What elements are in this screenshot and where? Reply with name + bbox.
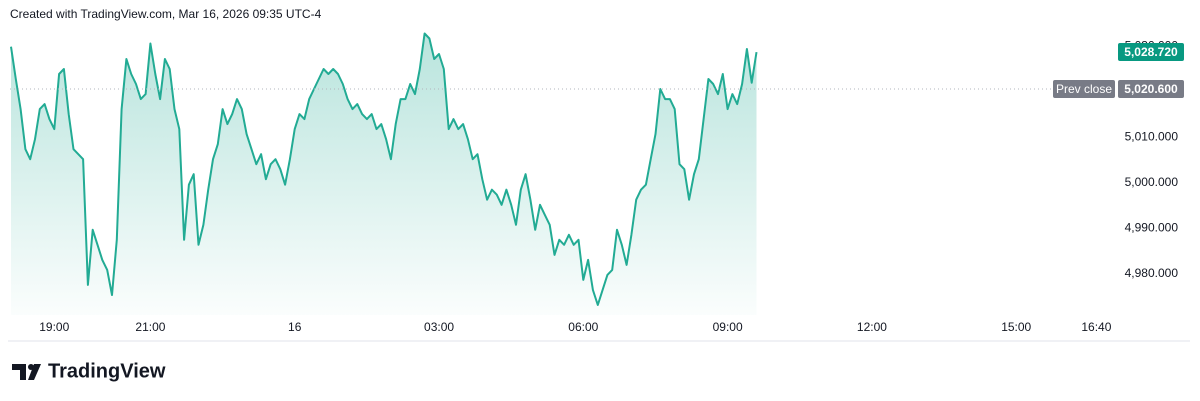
- x-tick-label: 06:00: [568, 320, 598, 334]
- last-value-box: [1118, 43, 1184, 62]
- y-tick-label: 5,000.000: [1125, 175, 1179, 189]
- prev-close-label: 5,020.600: [1124, 82, 1178, 96]
- price-line: [10, 32, 758, 306]
- x-tick-label: 16: [288, 320, 302, 334]
- x-tick-label: 03:00: [424, 320, 454, 334]
- x-tick-label: 09:00: [713, 320, 743, 334]
- logo: [12, 364, 41, 380]
- x-tick-label: 12:00: [857, 320, 887, 334]
- brand: TradingView: [48, 360, 166, 382]
- y-tick-label: 4,990.000: [1125, 221, 1179, 235]
- y-tick-label: 4,980.000: [1125, 266, 1179, 280]
- x-tick-label: 15:00: [1001, 320, 1031, 334]
- prev-close-tag: [1053, 80, 1115, 99]
- last-value-label: 5,028.720: [1124, 45, 1178, 59]
- y-tick-label: 5,010.000: [1125, 130, 1179, 144]
- x-tick-label: 21:00: [135, 320, 165, 334]
- header-text: Created with TradingView.com, Mar 16, 20…: [10, 7, 322, 21]
- prev-close-name: Prev close: [1056, 82, 1112, 96]
- x-tick-label: 19:00: [39, 320, 69, 334]
- prev-close-box: [1118, 80, 1184, 99]
- x-tick-label: 16:40: [1081, 320, 1111, 334]
- area-fill: [11, 33, 757, 315]
